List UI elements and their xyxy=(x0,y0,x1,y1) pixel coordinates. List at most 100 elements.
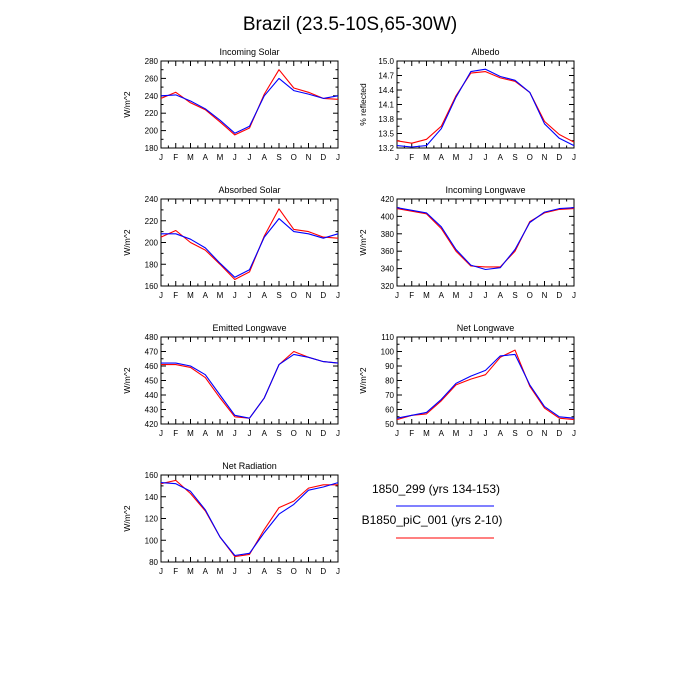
x-tick-label: M xyxy=(187,291,194,300)
x-tick-label: J xyxy=(248,153,252,162)
y-tick-label: 14.7 xyxy=(378,72,394,81)
y-tick-label: 180 xyxy=(145,144,159,153)
plot-frame xyxy=(160,60,339,149)
y-tick-label: 320 xyxy=(381,282,395,291)
y-tick-label: 480 xyxy=(145,333,159,342)
panel-title: Albedo xyxy=(471,47,499,57)
x-tick-label: A xyxy=(439,291,445,300)
plot-frame xyxy=(160,198,339,287)
y-tick-label: 15.0 xyxy=(378,57,394,66)
main-title: Brazil (23.5-10S,65-30W) xyxy=(243,14,457,35)
x-tick-label: A xyxy=(262,567,268,576)
y-tick-label: 240 xyxy=(145,92,159,101)
x-tick-label: M xyxy=(187,153,194,162)
x-tick-label: D xyxy=(320,153,326,162)
y-tick-label: 420 xyxy=(381,195,395,204)
x-tick-label: J xyxy=(233,567,237,576)
y-tick-label: 60 xyxy=(385,406,394,415)
y-tick-label: 400 xyxy=(381,212,395,221)
x-tick-label: F xyxy=(409,291,414,300)
x-tick-label: O xyxy=(527,291,533,300)
series-line-1850-299-yrs-134-153 xyxy=(161,218,339,278)
y-tick-label: 120 xyxy=(145,515,159,524)
x-tick-label: J xyxy=(159,291,163,300)
y-tick-label: 430 xyxy=(145,406,159,415)
y-tick-label: 80 xyxy=(149,558,158,567)
panel-title: Absorbed Solar xyxy=(218,185,280,195)
y-axis-label: % reflected xyxy=(358,83,368,126)
legend-label-series-1: 1850_299 (yrs 134-153) xyxy=(372,482,500,496)
x-tick-label: M xyxy=(453,291,460,300)
series-line-1850-299-yrs-134-153 xyxy=(160,77,339,134)
y-tick-label: 13.2 xyxy=(378,144,394,153)
y-axis-label: W/m^2 xyxy=(122,229,132,255)
y-tick-label: 13.8 xyxy=(378,115,394,124)
x-tick-label: F xyxy=(409,429,414,438)
y-tick-label: 420 xyxy=(145,420,159,429)
x-tick-label: F xyxy=(173,567,178,576)
x-tick-label: J xyxy=(248,291,252,300)
x-tick-label: J xyxy=(159,429,163,438)
x-tick-label: A xyxy=(498,153,504,162)
y-tick-label: 340 xyxy=(381,265,395,274)
x-tick-label: N xyxy=(306,567,312,576)
panel-title: Incoming Solar xyxy=(219,47,279,57)
x-tick-label: J xyxy=(484,429,488,438)
x-tick-label: M xyxy=(217,153,224,162)
series-line-b1850-pic-001-yrs-2-10 xyxy=(396,349,575,421)
y-tick-label: 14.1 xyxy=(378,101,394,110)
x-tick-label: D xyxy=(320,567,326,576)
y-axis-label: W/m^2 xyxy=(122,505,132,531)
series-line-b1850-pic-001-yrs-2-10 xyxy=(161,350,339,419)
y-tick-label: 440 xyxy=(145,391,159,400)
legend-label-series-2: B1850_piC_001 (yrs 2-10) xyxy=(362,513,503,527)
x-tick-label: M xyxy=(217,291,224,300)
y-tick-label: 380 xyxy=(381,230,395,239)
x-tick-label: J xyxy=(395,429,399,438)
x-tick-label: A xyxy=(439,153,445,162)
x-tick-label: A xyxy=(498,429,504,438)
x-tick-label: M xyxy=(187,567,194,576)
x-tick-label: D xyxy=(556,153,562,162)
series-line-1850-299-yrs-134-153 xyxy=(396,68,575,148)
x-tick-label: J xyxy=(248,429,252,438)
y-tick-label: 160 xyxy=(145,471,159,480)
x-tick-label: D xyxy=(556,429,562,438)
x-tick-label: N xyxy=(542,153,548,162)
x-tick-label: M xyxy=(217,567,224,576)
x-tick-label: J xyxy=(395,291,399,300)
x-tick-label: S xyxy=(276,429,281,438)
x-tick-label: O xyxy=(291,567,297,576)
x-tick-label: J xyxy=(572,291,576,300)
x-tick-label: J xyxy=(395,153,399,162)
y-tick-label: 470 xyxy=(145,348,159,357)
y-tick-label: 240 xyxy=(145,195,159,204)
y-tick-label: 140 xyxy=(145,493,159,502)
x-tick-label: S xyxy=(512,429,517,438)
x-tick-label: J xyxy=(336,153,340,162)
x-tick-label: J xyxy=(233,429,237,438)
y-tick-label: 100 xyxy=(381,348,395,357)
x-tick-label: M xyxy=(423,153,430,162)
x-tick-label: F xyxy=(173,291,178,300)
y-tick-label: 360 xyxy=(381,247,395,256)
plot-frame xyxy=(396,60,575,149)
x-tick-label: A xyxy=(203,567,209,576)
plot-frame xyxy=(160,336,339,425)
x-tick-label: M xyxy=(453,429,460,438)
x-tick-label: M xyxy=(423,291,430,300)
x-tick-label: N xyxy=(306,291,312,300)
panel-title: Net Longwave xyxy=(457,323,515,333)
plot-frame xyxy=(160,474,339,563)
x-tick-label: O xyxy=(527,429,533,438)
y-tick-label: 70 xyxy=(385,391,394,400)
x-tick-label: J xyxy=(469,153,473,162)
series-line-1850-299-yrs-134-153 xyxy=(396,207,575,271)
x-tick-label: S xyxy=(276,567,281,576)
y-tick-label: 220 xyxy=(145,217,159,226)
x-tick-label: J xyxy=(336,429,340,438)
